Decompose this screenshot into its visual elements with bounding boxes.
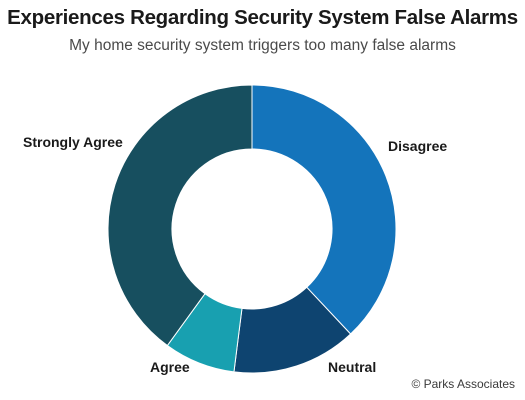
label-disagree: Disagree [388, 138, 447, 154]
label-strongly-agree: Strongly Agree [23, 134, 123, 150]
slice-disagree [251, 84, 397, 335]
slice-strongly-agree [107, 84, 253, 347]
label-agree: Agree [150, 359, 190, 375]
chart-title: Experiences Regarding Security System Fa… [7, 6, 518, 29]
label-neutral: Neutral [328, 359, 376, 375]
chart-subtitle: My home security system triggers too man… [69, 37, 456, 54]
source-credit: © Parks Associates [411, 377, 515, 391]
